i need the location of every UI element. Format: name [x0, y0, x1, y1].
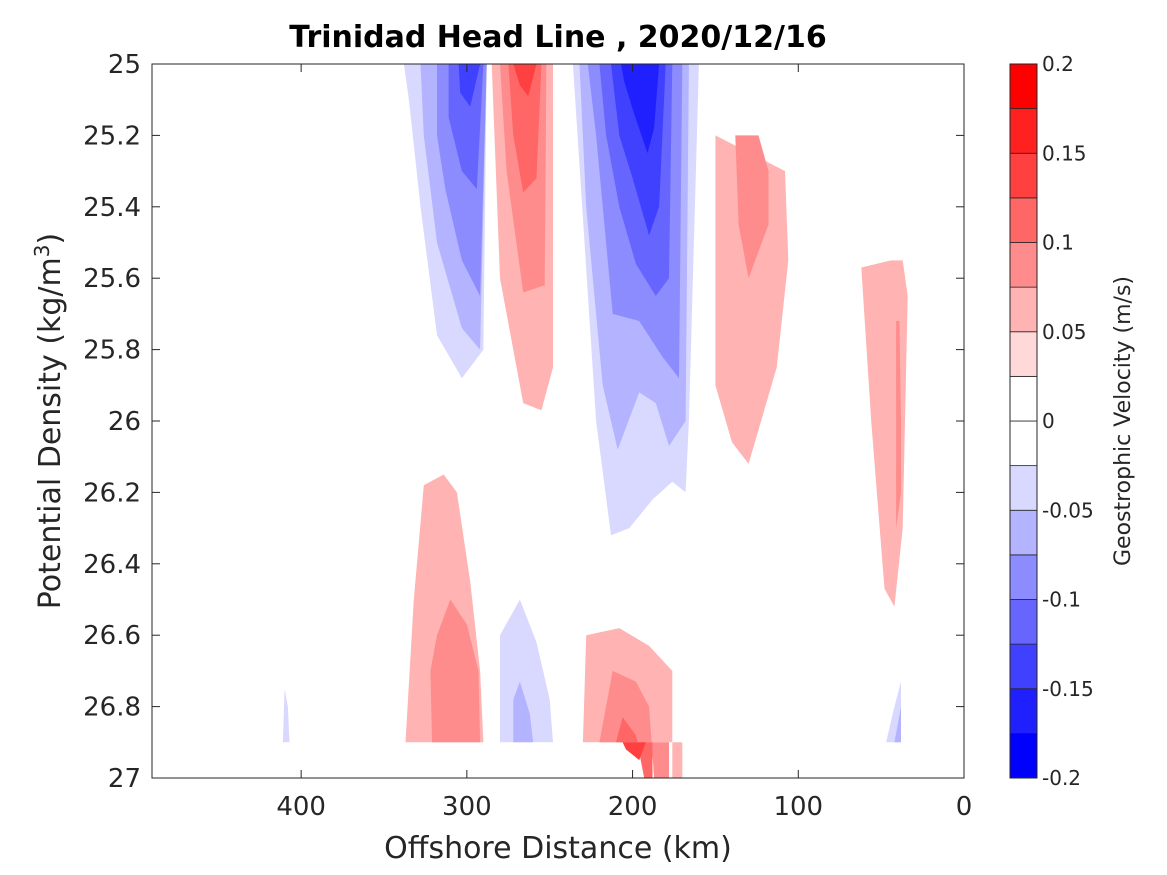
colorbar-tick-label: 0.05 [1042, 320, 1087, 344]
y-tick-label: 27 [108, 764, 141, 794]
y-tick-label: 25.2 [83, 121, 141, 151]
y-tick-label: 26 [108, 407, 141, 437]
contour-deep-neg-outer [500, 599, 553, 743]
y-axis: 25 25.2 25.4 25.6 25.8 26 26.2 26.4 26.6 26.8 27 [83, 50, 964, 794]
colorbar-swatch [1009, 197, 1038, 243]
contour-bottom-pos-core [622, 742, 646, 761]
x-axis: 400 300 200 100 0 [276, 64, 972, 822]
colorbar-swatch [1009, 465, 1038, 511]
colorbar-swatch [1009, 509, 1038, 556]
colorbar-swatch [1009, 375, 1038, 422]
colorbar-swatch [1009, 108, 1038, 154]
y-tick-label: 26.8 [83, 693, 141, 723]
colorbar-label: Geostrophic Velocity (m/s) [1111, 276, 1136, 566]
x-tick-label: 200 [608, 792, 658, 822]
contour-central-jet-max [621, 64, 660, 154]
y-tick-label: 26.6 [83, 621, 141, 651]
y-tick-label: 25 [108, 50, 141, 80]
colorbar [1009, 63, 1038, 779]
colorbar-tick-label: -0.1 [1042, 588, 1081, 612]
y-axis-label-superscript: 3 [30, 244, 54, 257]
colorbar-tick-label: 0.2 [1042, 52, 1074, 76]
contour-coastal-deep-neg-inner [894, 706, 901, 743]
colorbar-swatch [1009, 286, 1038, 333]
y-axis-label-main: Potential Density (kg/m [33, 257, 68, 609]
contour-deep-neg-inner [513, 681, 534, 743]
plot-background [152, 64, 964, 778]
contour-inshore-pos-outer [715, 135, 789, 464]
colorbar-swatch [1009, 599, 1038, 645]
x-tick-label: 300 [442, 792, 492, 822]
colorbar-swatch [1009, 732, 1038, 779]
colorbar-tick-label: -0.05 [1042, 498, 1094, 522]
contour-offshore-jet-max [458, 64, 481, 107]
y-tick-label: 26.4 [83, 550, 141, 580]
colorbar-swatch [1009, 331, 1038, 377]
colorbar-swatch [1009, 63, 1038, 110]
colorbar-tick-label: 0.15 [1042, 141, 1087, 165]
contour-bottom-pos-mid [599, 670, 669, 778]
contour-offshore-counter-core [513, 64, 537, 97]
colorbar-swatch [1009, 688, 1038, 734]
contour-deep-pos-inner [430, 599, 481, 743]
contour-deep-offshore-neg [282, 688, 290, 743]
y-axis-label-close: ) [33, 233, 68, 245]
contour-fills [282, 64, 908, 778]
colorbar-tick-label: 0.1 [1042, 231, 1074, 255]
contour-bottom-pos-inner [616, 717, 653, 778]
contour-offshore-counter-inner [508, 64, 542, 193]
y-tick-label: 26.2 [83, 478, 141, 508]
y-tick-label: 25.8 [83, 336, 141, 366]
y-axis-label: Potential Density (kg/m3) [30, 233, 68, 609]
x-tick-label: 100 [773, 792, 823, 822]
colorbar-swatch [1009, 643, 1038, 690]
x-tick-label: 400 [276, 792, 326, 822]
y-tick-label: 25.6 [83, 264, 141, 294]
y-tick-label: 25.4 [83, 193, 141, 223]
colorbar-tick-label: -0.15 [1042, 677, 1094, 701]
colorbar-swatch [1009, 420, 1038, 467]
colorbar-ticks: -0.2 -0.15 -0.1 -0.05 0 0.05 0.1 0.15 0.2 [1042, 52, 1094, 790]
contour-coastal-pos-inner [896, 321, 901, 529]
x-tick-label: 0 [956, 792, 973, 822]
x-axis-label: Offshore Distance (km) [384, 831, 732, 866]
colorbar-swatch [1009, 554, 1038, 600]
contour-inshore-pos-inner [735, 135, 769, 279]
colorbar-swatch [1009, 152, 1038, 199]
chart-title: Trinidad Head Line , 2020/12/16 [289, 20, 826, 55]
colorbar-tick-label: -0.2 [1042, 766, 1081, 790]
colorbar-swatch [1009, 242, 1038, 288]
contour-offshore-jet-core [448, 64, 484, 189]
colorbar-tick-label: 0 [1042, 409, 1055, 433]
colorbar-frame [1009, 63, 1038, 779]
